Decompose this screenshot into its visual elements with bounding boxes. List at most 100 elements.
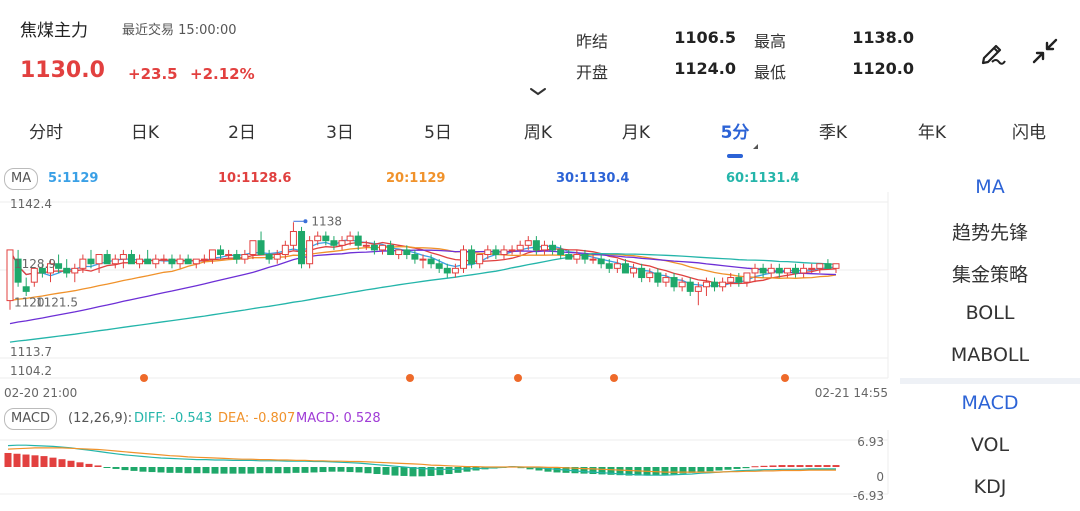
macd-bar: [184, 467, 192, 474]
active-tab-indicator: [727, 154, 743, 158]
low-value: 1120.0: [852, 59, 914, 78]
candle: [30, 267, 38, 287]
candle: [443, 263, 451, 278]
candle: [241, 249, 249, 264]
candle: [808, 263, 816, 273]
tab-8[interactable]: 季K: [818, 123, 848, 143]
indicator-main-3[interactable]: BOLL: [965, 302, 1015, 324]
macd-bar: [733, 467, 741, 469]
candle: [524, 236, 532, 250]
tab-7[interactable]: 5分: [720, 123, 750, 143]
macd-bar: [535, 467, 543, 471]
candle: [79, 254, 87, 273]
macd-bar: [445, 467, 453, 475]
indicator-main-4[interactable]: MABOLL: [950, 344, 1030, 366]
candle: [435, 259, 443, 273]
candle: [289, 222, 297, 250]
macd-bar: [292, 467, 300, 473]
diff-line: [7, 444, 836, 476]
macd-bar: [751, 466, 759, 468]
indicator-sub-0[interactable]: MACD: [961, 392, 1019, 414]
tab-5[interactable]: 周K: [523, 123, 553, 143]
last-price: 1130.0: [20, 58, 105, 83]
macd-chart[interactable]: 6.93 0 -6.93: [0, 430, 900, 511]
candle: [427, 254, 435, 269]
ma-legend-3: 30:1130.4: [556, 171, 630, 186]
candle: [265, 249, 273, 264]
tab-dropdown-caret[interactable]: [753, 144, 758, 149]
indicator-main-2[interactable]: 集金策略: [951, 264, 1028, 286]
macd-bar: [607, 467, 615, 475]
macd-bar: [346, 467, 354, 473]
event-marker[interactable]: [406, 374, 414, 382]
tab-0[interactable]: 分时: [29, 123, 63, 143]
indicator-sub-1[interactable]: VOL: [970, 434, 1010, 456]
candle: [670, 272, 678, 292]
macd-bar: [373, 467, 381, 475]
macd-bar: [229, 467, 237, 474]
candle: [233, 249, 241, 264]
pen-edit-icon[interactable]: [978, 36, 1008, 66]
macd-bar: [31, 455, 39, 467]
candle: [662, 272, 670, 287]
tab-10[interactable]: 闪电: [1012, 123, 1046, 143]
candle: [63, 259, 71, 278]
ma30-line: [9, 249, 837, 325]
last-trade-info: 最近交易 15:00:00: [122, 19, 237, 38]
candle: [119, 249, 127, 269]
macd-bar: [103, 467, 111, 468]
event-marker[interactable]: [781, 374, 789, 382]
macd-chip[interactable]: MACD: [4, 408, 57, 430]
macd-bar: [310, 467, 318, 473]
tab-2[interactable]: 2日: [228, 123, 256, 143]
candle: [46, 259, 54, 283]
candle: [281, 240, 289, 260]
event-marker[interactable]: [610, 374, 618, 382]
candle: [346, 231, 354, 246]
candle: [370, 240, 378, 255]
candle: [152, 254, 160, 269]
candle: [492, 245, 500, 260]
candle: [168, 254, 176, 269]
last-trade-time: 15:00:00: [178, 23, 237, 38]
macd-bar: [598, 467, 606, 475]
macd-bar: [454, 467, 462, 473]
macd-bar: [328, 467, 336, 472]
candle: [792, 263, 800, 278]
macd-bar: [13, 453, 21, 467]
macd-params: (12,26,9):: [68, 411, 133, 426]
macd-legend: MACD (12,26,9): DIFF: -0.543 DEA: -0.807 M…: [0, 408, 900, 430]
candle: [557, 245, 565, 260]
macd-bar: [796, 465, 804, 467]
chevron-down-icon[interactable]: [528, 86, 548, 96]
indicator-main-0[interactable]: MA: [975, 176, 1005, 198]
ma-chip[interactable]: MA: [4, 168, 39, 190]
candle: [322, 231, 330, 246]
indicator-sub-2[interactable]: KDJ: [973, 476, 1007, 498]
event-marker[interactable]: [140, 374, 148, 382]
tab-1[interactable]: 日K: [130, 123, 160, 143]
macd-bar: [571, 467, 579, 474]
ma20-line: [9, 246, 837, 302]
tab-4[interactable]: 5日: [424, 123, 452, 143]
candle: [719, 277, 727, 292]
candle: [103, 249, 111, 265]
candle: [816, 263, 824, 273]
candle: [306, 236, 314, 269]
candle: [597, 254, 605, 269]
macd-bar: [715, 467, 723, 471]
tab-9[interactable]: 年K: [917, 123, 947, 143]
event-marker[interactable]: [514, 374, 522, 382]
candle: [516, 240, 524, 255]
indicator-main-1[interactable]: 趋势先锋: [951, 222, 1028, 244]
tab-6[interactable]: 月K: [621, 123, 651, 143]
candle: [298, 226, 306, 269]
last-trade-label: 最近交易: [122, 23, 175, 38]
candle: [767, 263, 775, 278]
candle: [727, 272, 735, 287]
tab-3[interactable]: 3日: [326, 123, 354, 143]
low-label: 最低: [754, 63, 787, 82]
collapse-arrows-icon[interactable]: [1030, 36, 1060, 66]
ma-legend-0: 5:1129: [48, 171, 99, 186]
